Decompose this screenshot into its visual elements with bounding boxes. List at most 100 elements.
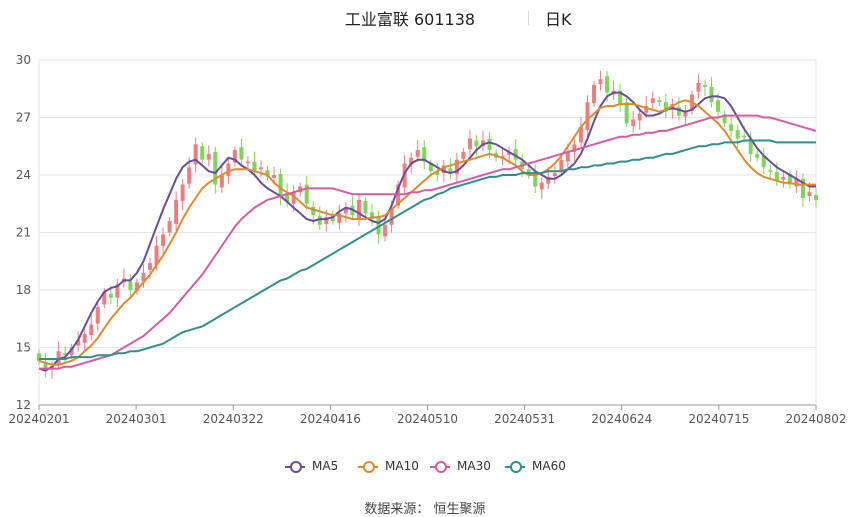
- legend-marker-icon: [358, 461, 378, 473]
- candle-body: [422, 147, 427, 162]
- candle-body: [781, 176, 786, 180]
- candle-body: [343, 207, 348, 214]
- candle-body: [592, 84, 596, 104]
- candle-body: [631, 119, 636, 127]
- candle-body: [650, 98, 655, 104]
- candle-body: [232, 150, 237, 163]
- candle-body: [278, 174, 283, 197]
- candle-body: [546, 176, 551, 184]
- x-tick-label: 20240624: [591, 412, 652, 426]
- x-tick-label: 20240201: [8, 412, 69, 426]
- candle-body: [683, 111, 688, 117]
- candle-body: [259, 167, 263, 170]
- candle-body: [193, 144, 198, 165]
- candle-body: [213, 152, 218, 185]
- candle-body: [513, 149, 518, 160]
- candle-body: [363, 200, 368, 214]
- candle-body: [291, 192, 296, 204]
- candle-body: [709, 86, 714, 103]
- chart-header: 工业富联 601138 日K: [0, 6, 850, 29]
- period-label: 日K: [545, 10, 572, 29]
- candle-body: [618, 90, 623, 105]
- candle-body: [226, 163, 231, 176]
- candle-body: [507, 152, 512, 155]
- legend-label: MA60: [532, 459, 566, 473]
- candle-body: [115, 284, 120, 298]
- candle-body: [768, 170, 773, 172]
- candle-body: [761, 155, 766, 168]
- candle-body: [154, 245, 159, 266]
- candle-body: [102, 291, 107, 305]
- legend-label: MA30: [457, 459, 491, 473]
- candle-body: [742, 135, 747, 138]
- candle-body: [389, 207, 394, 225]
- candle-body: [814, 195, 818, 200]
- candle-body: [43, 361, 48, 371]
- candle-body: [356, 199, 361, 219]
- candle-body: [787, 174, 792, 185]
- x-tick-label: 20240301: [106, 412, 167, 426]
- candle-body: [598, 79, 603, 84]
- candle-body: [304, 184, 309, 204]
- legend-marker-icon: [430, 461, 450, 473]
- legend-marker-icon: [285, 461, 305, 473]
- candle-body: [585, 102, 590, 130]
- title-separator: [528, 11, 529, 25]
- x-tick-label: 20240322: [203, 412, 264, 426]
- candle-body: [774, 172, 779, 181]
- candle-body: [285, 193, 290, 202]
- y-axis: 12 15 18 21 24 27 30: [16, 53, 31, 412]
- candle-body: [56, 351, 61, 364]
- candle-body: [63, 353, 68, 356]
- candle-body: [533, 173, 538, 187]
- candle-body: [755, 153, 760, 158]
- candle-body: [239, 147, 244, 160]
- candle-body: [89, 324, 94, 336]
- candle-body: [311, 206, 316, 216]
- candle-body: [415, 150, 420, 157]
- candle-body: [383, 224, 388, 237]
- candle-body: [441, 165, 446, 174]
- candle-body: [657, 100, 662, 103]
- candle-body: [187, 167, 192, 184]
- candle-body: [180, 184, 185, 201]
- data-source: 数据来源： 恒生聚源: [364, 502, 486, 517]
- candle-body: [467, 138, 472, 150]
- candle-body: [735, 129, 740, 139]
- candle-body: [272, 175, 277, 178]
- candle-body: [428, 163, 433, 172]
- candle-body: [637, 113, 642, 121]
- x-tick-label: 20240416: [300, 412, 361, 426]
- candle-body: [663, 102, 668, 112]
- legend-marker-icon: [505, 461, 525, 473]
- x-tick-label: 20240510: [397, 412, 458, 426]
- ma-line-ma30: [39, 114, 817, 370]
- candle-body: [376, 216, 381, 235]
- x-axis: 20240201 20240301 20240322 20240416 20240510…: [8, 405, 847, 426]
- grid-lines: [38, 59, 817, 406]
- candle-body: [69, 347, 74, 356]
- candle-body: [794, 178, 799, 187]
- candle-body: [128, 281, 133, 290]
- candle-body: [748, 138, 753, 154]
- candle-body: [37, 353, 41, 361]
- ma-line-ma60: [39, 139, 816, 360]
- candle-body: [337, 213, 342, 223]
- y-tick-label: 18: [16, 283, 31, 297]
- candle-body: [729, 124, 734, 131]
- candle-body: [676, 106, 681, 116]
- candle-body: [644, 106, 649, 113]
- candle-body: [252, 161, 257, 172]
- candle-body: [487, 138, 492, 151]
- x-tick-label: 20240715: [688, 412, 749, 426]
- ma-line-ma5: [38, 91, 816, 372]
- candle-body: [578, 127, 583, 143]
- candle-body: [474, 140, 479, 147]
- candle-body: [409, 157, 414, 165]
- candle-body: [572, 144, 577, 152]
- y-tick-label: 30: [16, 53, 31, 67]
- candle-body: [206, 153, 211, 160]
- candle-body: [605, 76, 610, 93]
- candle-body: [454, 159, 459, 175]
- moving-average-lines: [38, 91, 817, 372]
